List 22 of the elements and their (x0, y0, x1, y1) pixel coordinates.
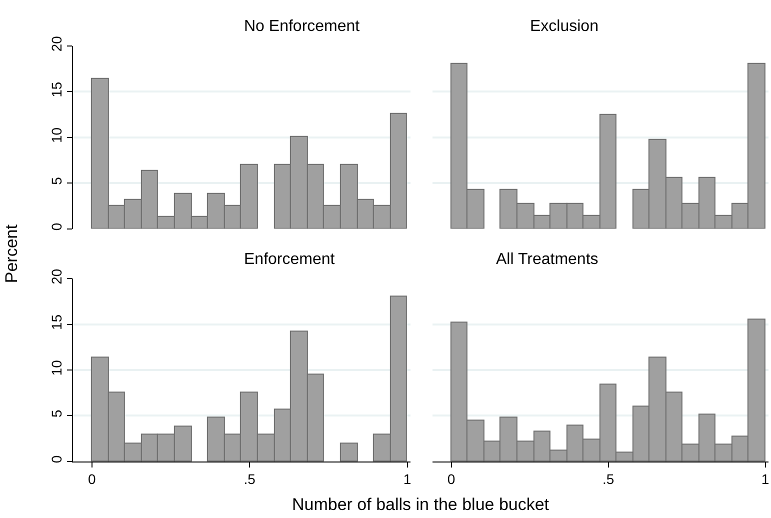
y-tick-label: 5 (48, 176, 64, 185)
x-tick-label: 1 (403, 471, 412, 488)
y-tick-label: 15 (48, 314, 64, 330)
chart-title: All Treatments (496, 251, 598, 268)
x-tick-label: .5 (244, 471, 256, 488)
chart-title: Enforcement (244, 251, 336, 268)
y-tick-label: 0 (48, 222, 64, 231)
y-tick-label: 10 (48, 127, 64, 144)
y-tick-label: 5 (48, 409, 64, 418)
y-axis-title: Percent (2, 224, 21, 284)
chart-title: Exclusion (530, 18, 598, 35)
y-tick-label: 15 (48, 82, 64, 98)
y-tick-label: 20 (48, 268, 64, 284)
x-tick-label: .5 (602, 471, 614, 488)
x-tick-label: 1 (761, 471, 770, 488)
y-tick-label: 10 (48, 360, 64, 376)
y-tick-label: 20 (48, 36, 64, 52)
x-tick-label: 0 (88, 471, 96, 488)
chart-title: No Enforcement (244, 18, 360, 35)
y-tick-label: 0 (48, 455, 64, 464)
x-axis-title: Number of balls in the blue bucket (292, 495, 550, 514)
x-tick-label: 0 (447, 471, 456, 488)
